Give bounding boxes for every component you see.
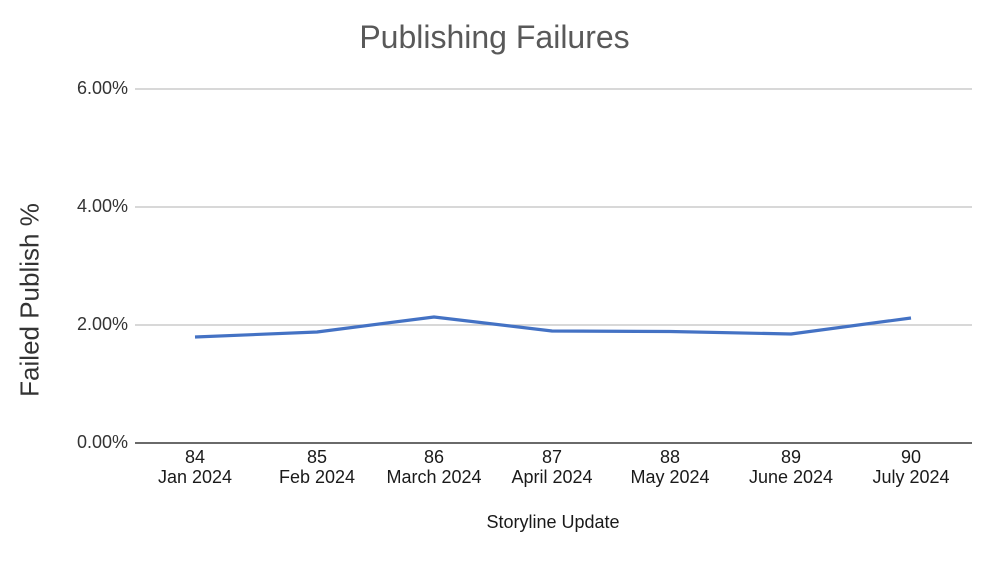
svg-text:84: 84 <box>185 447 205 467</box>
svg-text:86: 86 <box>424 447 444 467</box>
svg-text:6.00%: 6.00% <box>77 78 128 98</box>
svg-text:March 2024: March 2024 <box>386 467 481 487</box>
svg-text:Feb 2024: Feb 2024 <box>279 467 355 487</box>
svg-text:0.00%: 0.00% <box>77 432 128 452</box>
svg-text:June 2024: June 2024 <box>749 467 833 487</box>
svg-text:89: 89 <box>781 447 801 467</box>
svg-text:2.00%: 2.00% <box>77 314 128 334</box>
svg-text:July 2024: July 2024 <box>872 467 949 487</box>
svg-text:May 2024: May 2024 <box>630 467 709 487</box>
svg-text:90: 90 <box>901 447 921 467</box>
svg-text:88: 88 <box>660 447 680 467</box>
svg-text:85: 85 <box>307 447 327 467</box>
svg-text:Jan 2024: Jan 2024 <box>158 467 232 487</box>
svg-text:87: 87 <box>542 447 562 467</box>
svg-text:April 2024: April 2024 <box>511 467 592 487</box>
svg-text:Storyline Update: Storyline Update <box>486 512 619 532</box>
svg-text:4.00%: 4.00% <box>77 196 128 216</box>
